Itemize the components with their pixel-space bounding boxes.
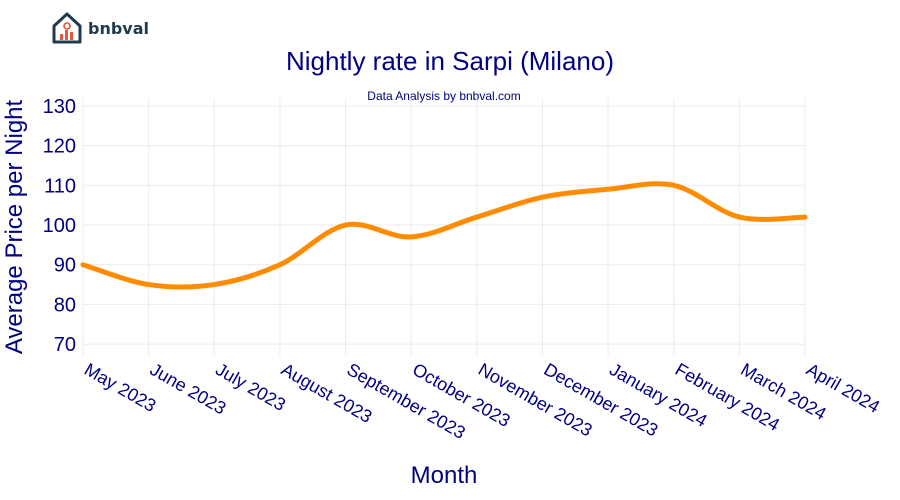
grid-lines [82, 98, 806, 356]
data-point [410, 236, 412, 238]
chart-subtitle: Data Analysis by bnbval.com [367, 89, 520, 103]
x-tick-label: May 2023 [81, 359, 159, 416]
y-tick-label: 100 [43, 215, 76, 237]
data-point [213, 284, 215, 286]
y-axis-ticks: 70 80 90 100 110 120 130 [43, 96, 76, 356]
data-point [673, 184, 675, 186]
data-point [82, 264, 84, 266]
y-tick-label: 130 [43, 96, 76, 118]
data-point [541, 196, 543, 198]
brand-name: bnbval [88, 18, 150, 38]
data-point [738, 216, 740, 218]
y-axis-label: Average Price per Night [1, 99, 28, 354]
data-point [279, 264, 281, 266]
x-axis-label: Month [411, 462, 478, 489]
data-point [148, 284, 150, 286]
data-point [345, 224, 347, 226]
y-tick-label: 120 [43, 136, 76, 158]
data-point [607, 188, 609, 190]
data-point [804, 216, 806, 218]
brand-logo: bnbval [52, 12, 149, 44]
x-tick-label: December 2023 [540, 359, 661, 440]
data-point [476, 216, 478, 218]
y-tick-label: 70 [54, 334, 76, 356]
chart-title: Nightly rate in Sarpi (Milano) [286, 46, 614, 76]
house-chart-icon [52, 12, 82, 44]
y-tick-label: 80 [54, 294, 76, 316]
series-group [80, 181, 808, 290]
y-tick-label: 110 [44, 175, 76, 197]
series-line [80, 181, 808, 290]
y-tick-label: 90 [54, 255, 76, 277]
x-tick-label: November 2023 [475, 359, 596, 440]
